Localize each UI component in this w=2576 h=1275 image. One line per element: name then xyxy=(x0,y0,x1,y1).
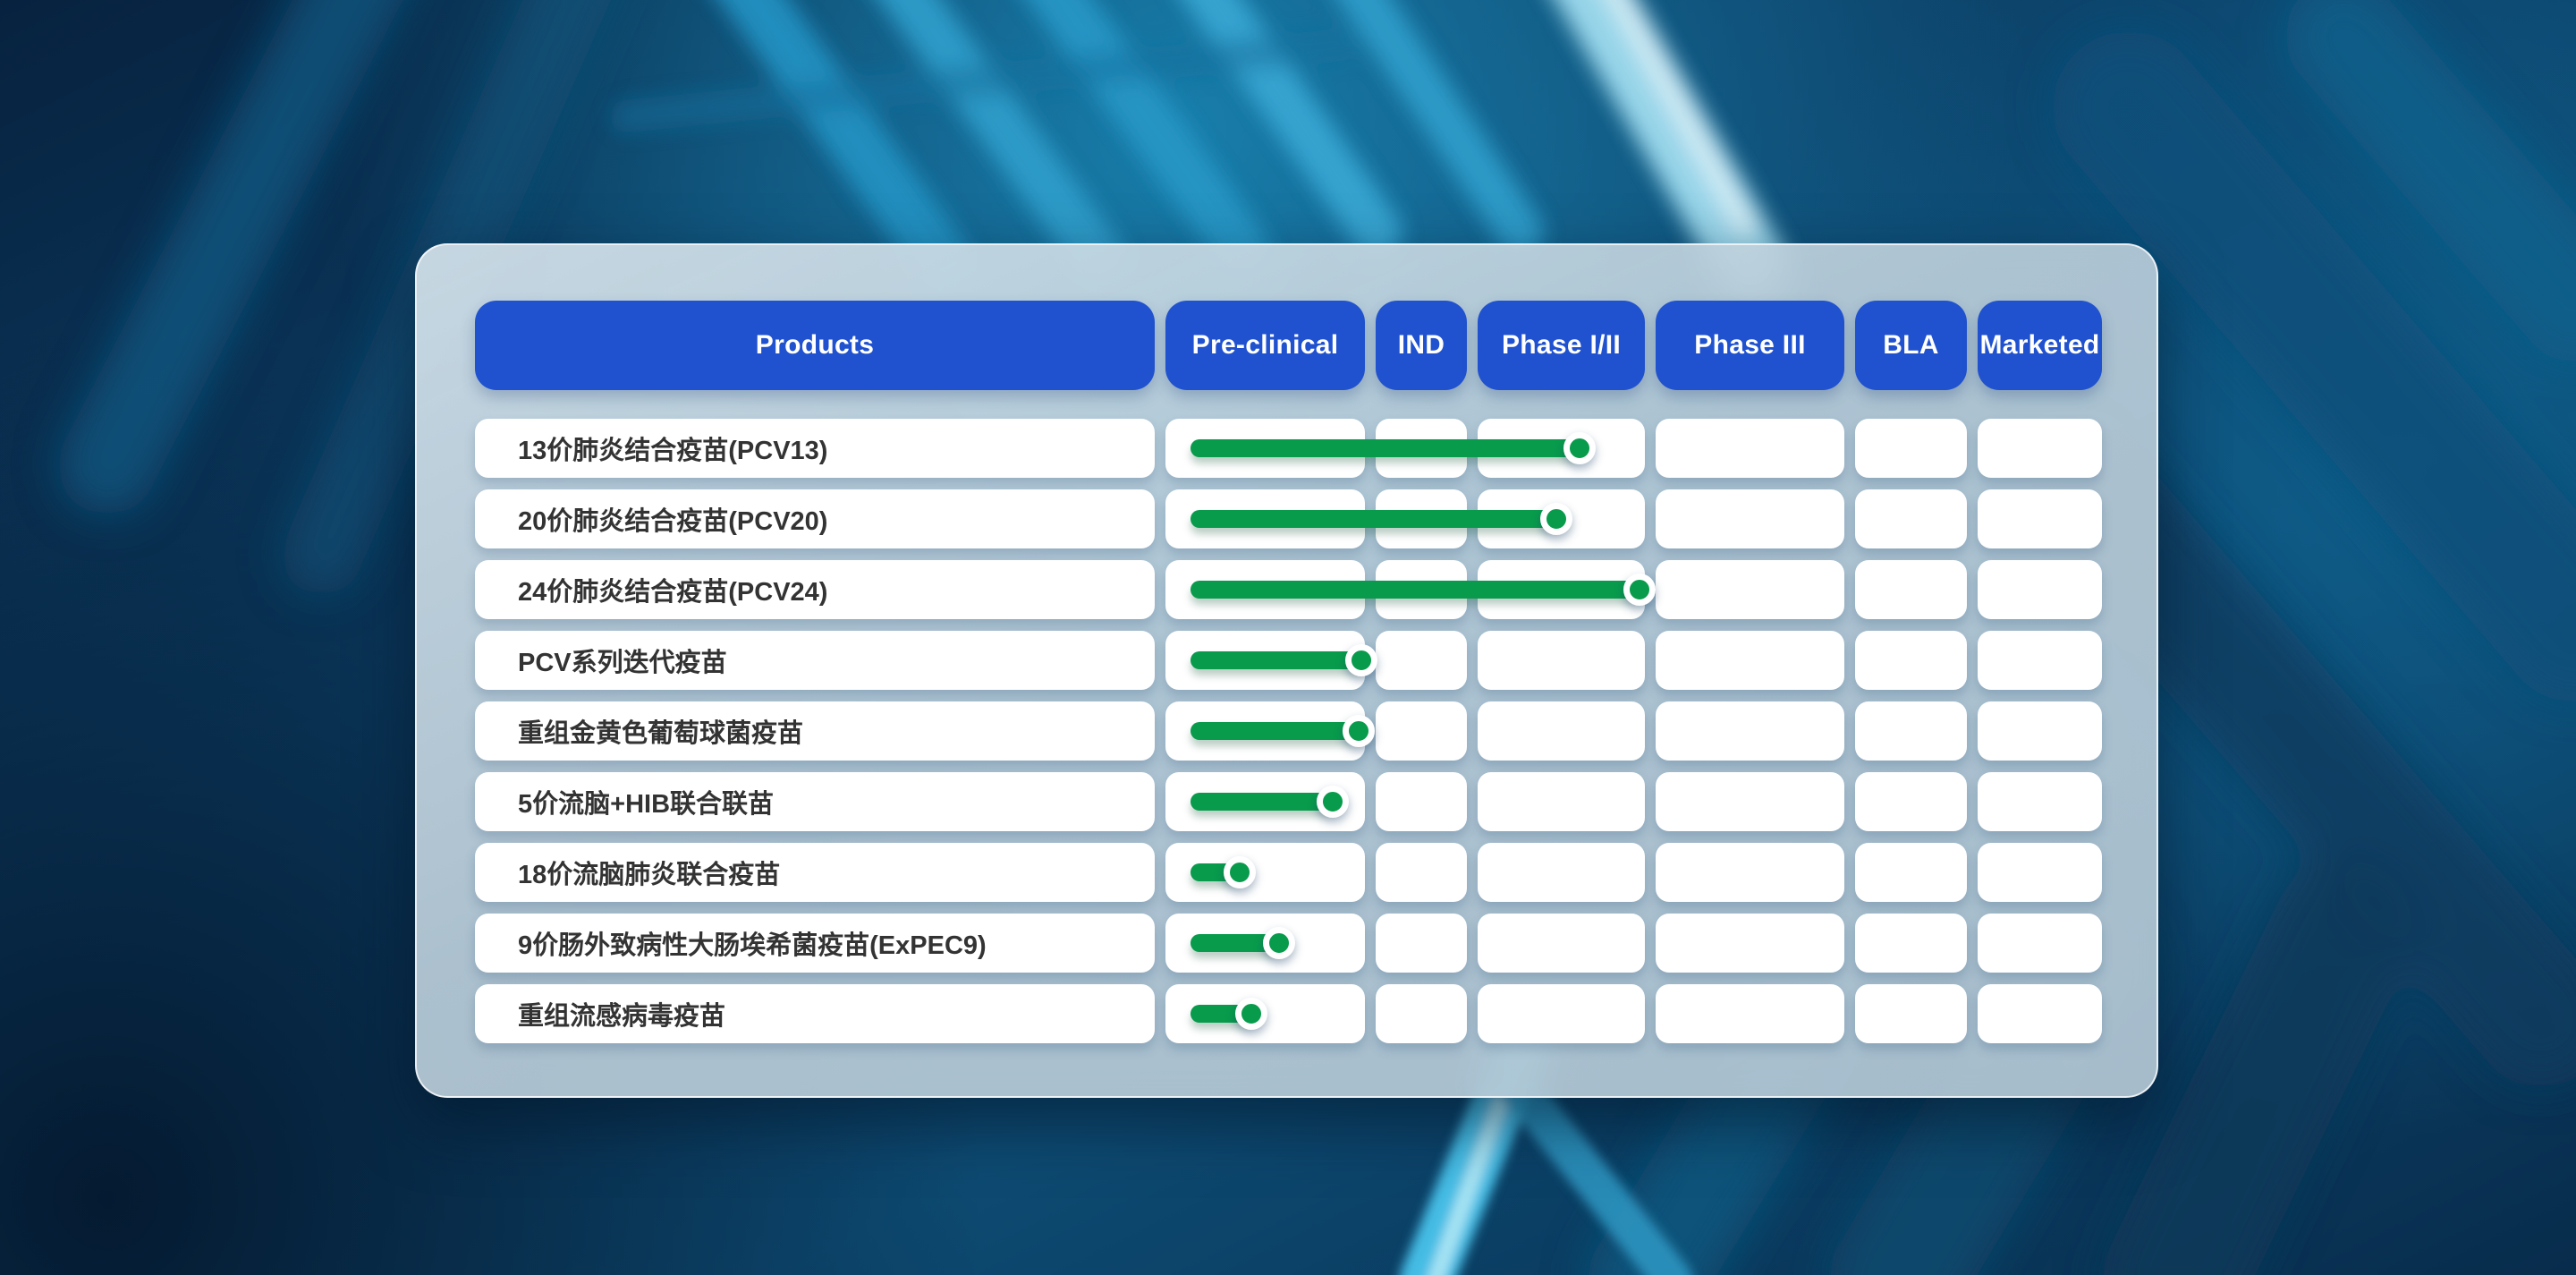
product-name-cell: PCV系列迭代疫苗 xyxy=(475,631,1155,690)
pipeline-rows: 13价肺炎结合疫苗(PCV13) 20价肺炎结合疫苗(PCV20) 24价肺炎结合疫… xyxy=(475,419,2102,1043)
progress-endpoint-dot xyxy=(1563,432,1596,464)
stage-cell-ind xyxy=(1376,772,1467,831)
progress-bar xyxy=(1191,510,1556,528)
stage-cell-phase-i-ii xyxy=(1478,843,1645,902)
table-row: 5价流脑+HIB联合联苗 xyxy=(475,772,2102,831)
column-header-bla: BLA xyxy=(1855,301,1967,390)
stage-cell-marketed xyxy=(1978,489,2102,548)
pipeline-table: Products Pre-clinical IND Phase I/II Phase I… xyxy=(475,301,2102,1044)
progress-endpoint-dot xyxy=(1224,856,1256,888)
progress-bar xyxy=(1191,722,1359,740)
progress-bar xyxy=(1191,934,1279,952)
table-row: 24价肺炎结合疫苗(PCV24) xyxy=(475,560,2102,619)
stage-cell-ind xyxy=(1376,984,1467,1043)
progress-endpoint-dot xyxy=(1540,503,1572,535)
stage-cell-phase-iii xyxy=(1656,984,1844,1043)
stage-cell-marketed xyxy=(1978,914,2102,973)
stage-cell-phase-i-ii xyxy=(1478,914,1645,973)
stage-cell-phase-i-ii xyxy=(1478,631,1645,690)
table-row: 13价肺炎结合疫苗(PCV13) xyxy=(475,419,2102,478)
stage-cell-phase-i-ii xyxy=(1478,772,1645,831)
stage-cell-marketed xyxy=(1978,419,2102,478)
stage-cell-bla xyxy=(1855,984,1967,1043)
stage-cell-bla xyxy=(1855,489,1967,548)
product-name-cell: 13价肺炎结合疫苗(PCV13) xyxy=(475,419,1155,478)
stage-cell-ind xyxy=(1376,631,1467,690)
product-name-cell: 24价肺炎结合疫苗(PCV24) xyxy=(475,560,1155,619)
stage-cell-ind xyxy=(1376,701,1467,761)
column-header-ind: IND xyxy=(1376,301,1467,390)
table-row: 18价流脑肺炎联合疫苗 xyxy=(475,843,2102,902)
progress-endpoint-dot xyxy=(1317,786,1349,818)
stage-cell-bla xyxy=(1855,631,1967,690)
stage-cell-marketed xyxy=(1978,984,2102,1043)
product-name-cell: 重组流感病毒疫苗 xyxy=(475,984,1155,1043)
pipeline-card: Products Pre-clinical IND Phase I/II Phase I… xyxy=(415,243,2158,1098)
stage-cell-bla xyxy=(1855,701,1967,761)
progress-bar xyxy=(1191,793,1333,811)
pipeline-header-row: Products Pre-clinical IND Phase I/II Phase I… xyxy=(475,301,2102,390)
stage-cell-ind xyxy=(1376,914,1467,973)
stage-cell-phase-iii xyxy=(1656,489,1844,548)
stage-cell-phase-i-ii xyxy=(1478,701,1645,761)
stage-cell-phase-iii xyxy=(1656,631,1844,690)
column-header-phase-i-ii: Phase I/II xyxy=(1478,301,1645,390)
table-row: 20价肺炎结合疫苗(PCV20) xyxy=(475,489,2102,548)
stage-cell-phase-iii xyxy=(1656,772,1844,831)
table-row: 重组金黄色葡萄球菌疫苗 xyxy=(475,701,2102,761)
product-name-cell: 18价流脑肺炎联合疫苗 xyxy=(475,843,1155,902)
product-name-cell: 9价肠外致病性大肠埃希菌疫苗(ExPEC9) xyxy=(475,914,1155,973)
stage-cell-marketed xyxy=(1978,631,2102,690)
stage-cell-marketed xyxy=(1978,701,2102,761)
stage-cell-phase-iii xyxy=(1656,560,1844,619)
progress-endpoint-dot xyxy=(1343,715,1375,747)
stage-cell-phase-i-ii xyxy=(1478,984,1645,1043)
progress-bar xyxy=(1191,581,1640,599)
stage-cell-ind xyxy=(1376,843,1467,902)
stage-cell-phase-iii xyxy=(1656,701,1844,761)
stage-cell-marketed xyxy=(1978,772,2102,831)
progress-endpoint-dot xyxy=(1623,574,1656,606)
progress-endpoint-dot xyxy=(1345,644,1377,676)
stage-cell-phase-iii xyxy=(1656,914,1844,973)
column-header-phase-iii: Phase III xyxy=(1656,301,1844,390)
table-row: PCV系列迭代疫苗 xyxy=(475,631,2102,690)
progress-bar xyxy=(1191,439,1580,457)
table-row: 9价肠外致病性大肠埃希菌疫苗(ExPEC9) xyxy=(475,914,2102,973)
progress-bar xyxy=(1191,651,1361,669)
column-header-pre-clinical: Pre-clinical xyxy=(1165,301,1365,390)
stage-cell-marketed xyxy=(1978,560,2102,619)
column-header-products: Products xyxy=(475,301,1155,390)
stage-cell-phase-iii xyxy=(1656,419,1844,478)
stage-cell-phase-iii xyxy=(1656,843,1844,902)
product-name-cell: 20价肺炎结合疫苗(PCV20) xyxy=(475,489,1155,548)
stage-cell-bla xyxy=(1855,419,1967,478)
table-row: 重组流感病毒疫苗 xyxy=(475,984,2102,1043)
product-name-cell: 5价流脑+HIB联合联苗 xyxy=(475,772,1155,831)
stage-cell-bla xyxy=(1855,843,1967,902)
stage-cell-marketed xyxy=(1978,843,2102,902)
progress-endpoint-dot xyxy=(1235,998,1267,1030)
product-name-cell: 重组金黄色葡萄球菌疫苗 xyxy=(475,701,1155,761)
progress-endpoint-dot xyxy=(1263,927,1295,959)
stage-cell-bla xyxy=(1855,772,1967,831)
column-header-marketed: Marketed xyxy=(1978,301,2102,390)
stage-cell-bla xyxy=(1855,914,1967,973)
stage-cell-bla xyxy=(1855,560,1967,619)
